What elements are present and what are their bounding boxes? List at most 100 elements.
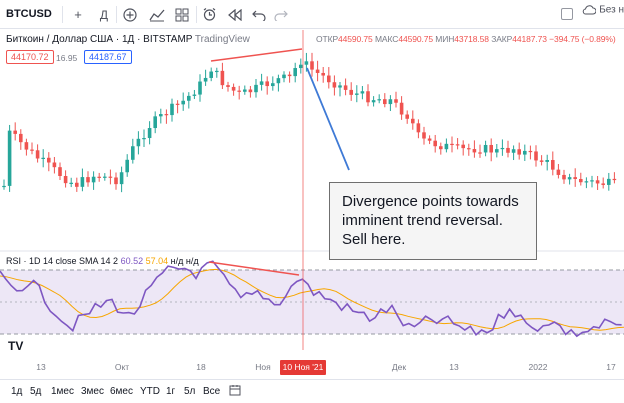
replay-button[interactable] [226,5,244,24]
candle-body [52,162,57,168]
candle-body [63,176,68,184]
redo-button[interactable] [272,5,290,24]
candle-body [226,85,230,87]
candle-body [517,149,521,155]
candle-body [164,114,169,116]
open-value: 44590.75 [338,34,373,44]
time-axis[interactable]: 13 Окт 18 Ноя Дек 13 2022 17 [0,350,624,378]
candle-body [181,100,185,105]
candle-body [405,114,409,119]
candle-body [551,160,555,170]
time-tick: Дек [391,362,407,372]
candle-body [427,138,432,141]
rewind-icon [228,8,242,21]
redo-icon [274,10,288,21]
close-key: ЗАКР [491,34,513,44]
period-1m[interactable]: 1мес [51,386,74,397]
candle-body [215,70,219,73]
candle-body [394,99,398,103]
candle-body [579,178,583,183]
period-5y[interactable]: 5л [184,386,196,397]
time-tick: 18 [196,362,206,372]
buy-price-button[interactable]: 44187.67 [84,50,132,64]
templates-button[interactable] [173,5,191,24]
low-value: 43718.58 [454,34,489,44]
candle-body [444,143,449,150]
candle-body [47,157,51,163]
price-chart-canvas[interactable] [0,30,624,350]
candle-body [147,128,152,139]
candle-body [338,85,342,88]
tradingview-logo[interactable]: TV [8,339,24,353]
symbol-search[interactable]: BTCUSD [6,8,52,20]
candle-body [198,81,202,95]
candle-body [461,144,465,149]
alert-button[interactable] [200,5,218,24]
period-all[interactable]: Все [203,386,221,397]
candle-body [108,176,113,178]
candle-body [371,100,376,103]
candle-body [467,148,471,150]
candle-body [573,177,577,179]
candle-body [58,167,62,177]
sell-arrow[interactable] [306,67,350,171]
undo-button[interactable] [250,5,268,24]
rsi-na-values: н/д н/д [170,256,199,266]
annotation-callout[interactable]: Divergence points towards imminent trend… [329,182,537,260]
candle-body [310,61,314,70]
sell-price-button[interactable]: 44170.72 [6,50,54,64]
candle-body [607,178,611,185]
candle-body [567,177,572,180]
candle-body [170,103,174,116]
layout-checkbox[interactable] [561,8,573,20]
change-value: −394.75 (−0.89%) [549,34,616,44]
candle-body [472,149,477,153]
candle-body [332,82,337,88]
candle-body [612,178,617,181]
candle-body [556,169,561,175]
period-ytd[interactable]: YTD [140,386,160,397]
candle-body [13,130,17,134]
time-tick: Окт [114,362,130,372]
candle-body [450,143,454,146]
high-value: 44590.75 [398,34,433,44]
compare-button[interactable] [121,5,139,24]
plus-icon[interactable]: + [74,7,82,22]
period-5d[interactable]: 5д [30,386,42,397]
indicators-button[interactable] [148,5,166,24]
period-1d[interactable]: 1д [11,386,23,397]
time-tick: 13 [449,362,459,372]
candle-body [131,146,135,160]
candle-body [500,147,505,150]
rsi-value: 60.52 [120,256,144,266]
candle-body [203,77,208,82]
candle-body [265,81,269,87]
rsi-sma-value: 57.04 [145,256,169,266]
candle-body [584,181,589,183]
high-key: МАКС [374,34,399,44]
date-range-button[interactable] [229,384,241,399]
interval-button[interactable]: Д [99,7,109,22]
period-1y[interactable]: 1г [166,386,176,397]
period-6m[interactable]: 6мес [110,386,133,397]
rsi-divergence-line[interactable] [208,261,300,276]
candle-body [19,133,23,143]
price-divergence-line[interactable] [210,48,303,62]
candle-body [343,85,348,90]
time-tick: 2022 [528,362,548,372]
candle-body [114,177,118,185]
candle-body [595,180,600,184]
candle-body [478,152,482,154]
candle-body [192,94,197,96]
cloud-icon [583,5,597,15]
candle-body [7,130,12,186]
candle-body [153,116,157,129]
unsaved-indicator[interactable]: Без н [582,3,624,17]
candle-body [523,150,527,155]
calendar-arrow-icon [229,385,241,396]
candle-body [30,149,34,151]
period-3m[interactable]: 3мес [81,386,104,397]
candle-body [506,147,510,153]
time-tick: 17 [606,362,616,372]
candle-body [97,176,101,178]
